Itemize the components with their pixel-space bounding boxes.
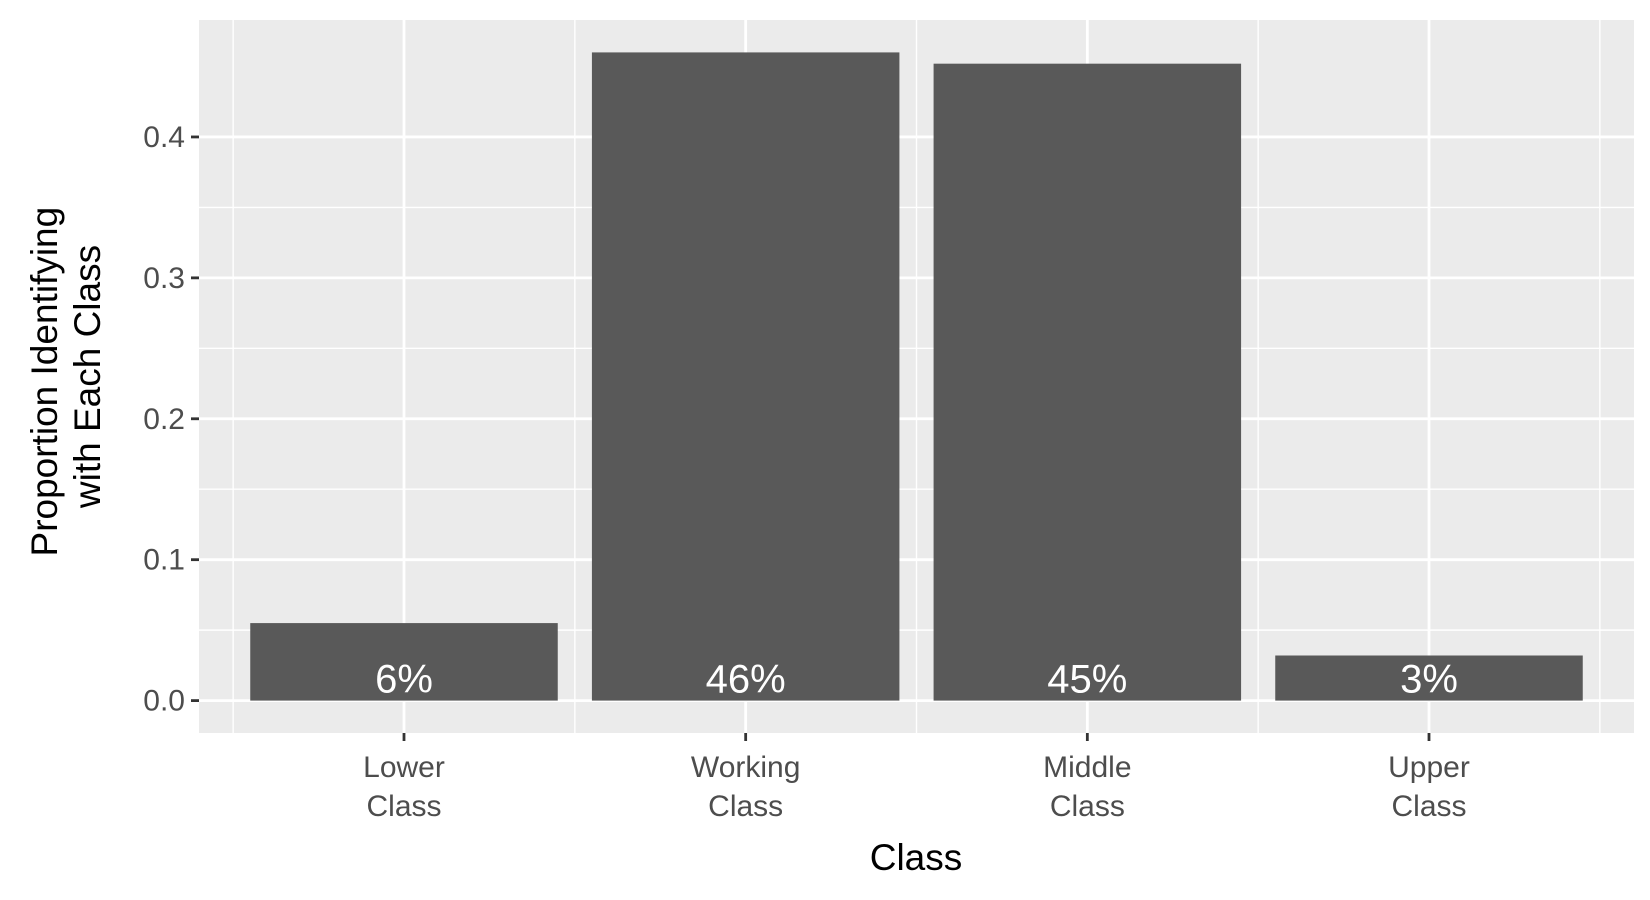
- bar-value-label: 46%: [706, 658, 786, 702]
- bar-value-label: 6%: [375, 658, 433, 702]
- bar-value-label: 3%: [1400, 658, 1458, 702]
- x-axis: Lower Class Working Class Middle Class Upper Cl…: [363, 733, 1470, 823]
- bar: [250, 623, 558, 701]
- x-tick-label: Middle Class: [1043, 751, 1131, 823]
- bar: [933, 63, 1242, 701]
- x-axis-title: Class: [870, 837, 963, 878]
- bars: [250, 52, 1583, 701]
- y-axis: 0.0 0.1 0.2 0.3 0.4: [143, 121, 199, 718]
- y-tick-label: 0.2: [143, 403, 185, 436]
- y-tick-label: 0.1: [143, 544, 185, 577]
- y-axis-title: Proportion Identifying with Each Class: [24, 197, 108, 557]
- y-tick-label: 0.4: [143, 121, 185, 154]
- y-tick-label: 0.0: [143, 685, 185, 718]
- bar-labels: 6% 46% 45% 3%: [375, 658, 1458, 702]
- bar-value-label: 45%: [1047, 658, 1127, 702]
- bar: [591, 52, 900, 701]
- x-tick-label: Upper Class: [1388, 751, 1470, 823]
- y-tick-label: 0.3: [143, 262, 185, 295]
- y-axis-title-line-2: with Each Class: [67, 245, 108, 509]
- y-axis-title-line-1: Proportion Identifying: [24, 207, 65, 557]
- x-tick-label: Lower Class: [363, 751, 445, 823]
- x-tick-label: Working Class: [691, 751, 800, 823]
- bar: [1275, 655, 1583, 701]
